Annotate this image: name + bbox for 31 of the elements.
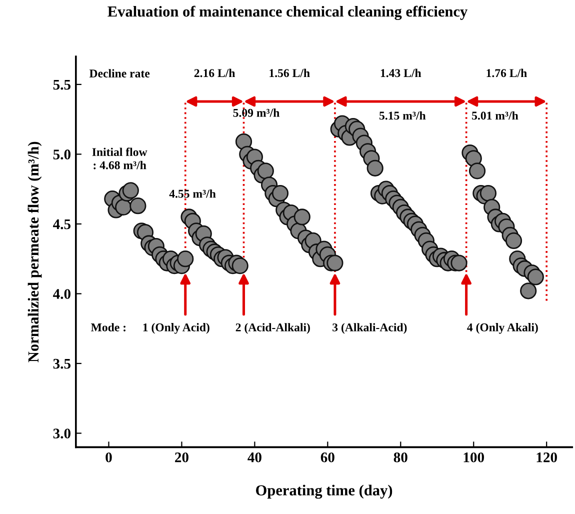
x-tick-label: 40 xyxy=(248,452,262,462)
annotation: 1.76 L/h xyxy=(486,68,527,78)
annotation: 5.01 m³/h xyxy=(472,111,518,120)
annotation: Initial flow : 4.68 m³/h xyxy=(92,148,148,170)
annotation: 1 (Only Acid) xyxy=(143,323,210,334)
annotation: 2.16 L/h xyxy=(194,68,236,78)
annotation: 2 (Acid-Alkali) xyxy=(236,323,310,334)
y-tick-label: 4.0 xyxy=(53,289,70,299)
annotation: 5.15 m³/h xyxy=(379,111,426,120)
y-tick-label: 3.0 xyxy=(53,428,70,438)
annotation: 4 (Only Akali) xyxy=(467,323,538,334)
y-tick-label: 5.5 xyxy=(53,80,71,90)
annotation: 1.43 L/h xyxy=(380,68,422,78)
annotation: 1.56 L/h xyxy=(270,68,310,78)
x-tick-label: 100 xyxy=(464,452,484,462)
annotation: 3 (Alkali-Acid) xyxy=(332,323,407,334)
annotation: Decline rate xyxy=(89,69,150,78)
x-tick-label: 120 xyxy=(536,452,557,462)
chart-title: Evaluation of maintenance chemical cleaning efficiency xyxy=(108,6,468,20)
y-tick-label: 3.5 xyxy=(53,358,71,369)
x-tick-label: 20 xyxy=(175,452,188,462)
y-axis-title: Normalizied permeate flow (m³/h) xyxy=(28,142,42,362)
y-tick-label: 5.0 xyxy=(53,150,70,160)
annotation: Mode : xyxy=(90,323,126,332)
x-tick-label: 0 xyxy=(106,452,112,462)
annotation: 4.55 m³/h xyxy=(169,189,216,198)
annotation: 5.09 m³/h xyxy=(233,108,280,117)
x-axis-title: Operating time (day) xyxy=(256,484,392,499)
x-tick-label: 80 xyxy=(394,452,408,462)
x-tick-label: 60 xyxy=(320,452,334,462)
y-tick-label: 4.5 xyxy=(53,219,71,230)
